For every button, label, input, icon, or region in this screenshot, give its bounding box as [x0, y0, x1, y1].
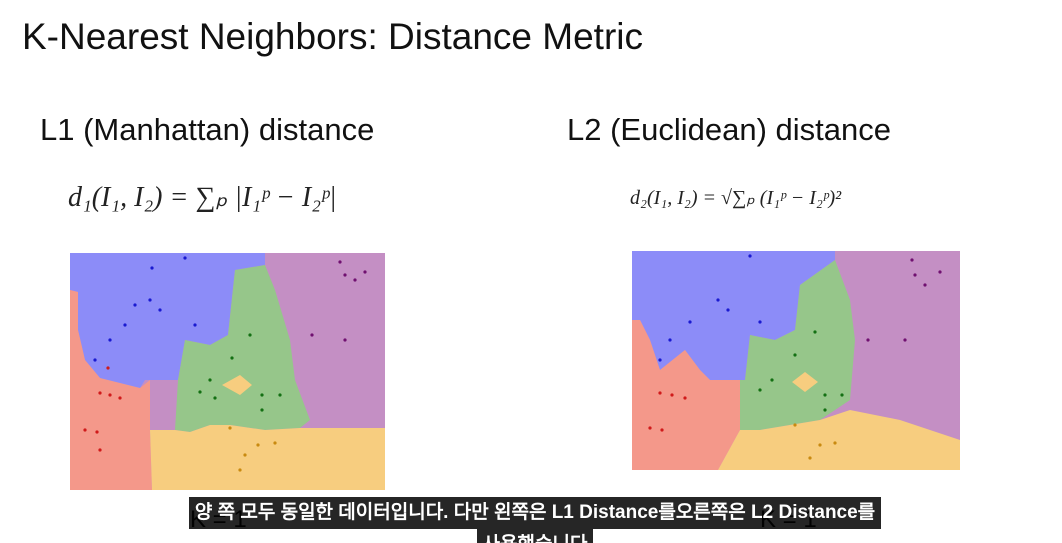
slide-title: K-Nearest Neighbors: Distance Metric: [22, 16, 643, 57]
l2-formula: d₂(I₁, I₂) = √∑ₚ (I₁ᵖ − I₂ᵖ)²: [630, 187, 842, 209]
right-heading: L2 (Euclidean) distance: [567, 112, 891, 147]
subtitle-line: 사용했습니다: [476, 529, 594, 543]
l1-formula: d₁(I₁, I₂) = ∑ₚ |I₁ᵖ − I₂ᵖ|: [68, 182, 337, 213]
subtitle-line: 양 쪽 모두 동일한 데이터입니다. 다만 왼쪽은 L1 Distance를오른…: [188, 497, 882, 529]
l2-plot: [632, 251, 960, 470]
left-heading: L1 (Manhattan) distance: [40, 112, 375, 147]
subtitles: 양 쪽 모두 동일한 데이터입니다. 다만 왼쪽은 L1 Distance를오른…: [90, 497, 980, 543]
l1-plot: [70, 253, 385, 490]
